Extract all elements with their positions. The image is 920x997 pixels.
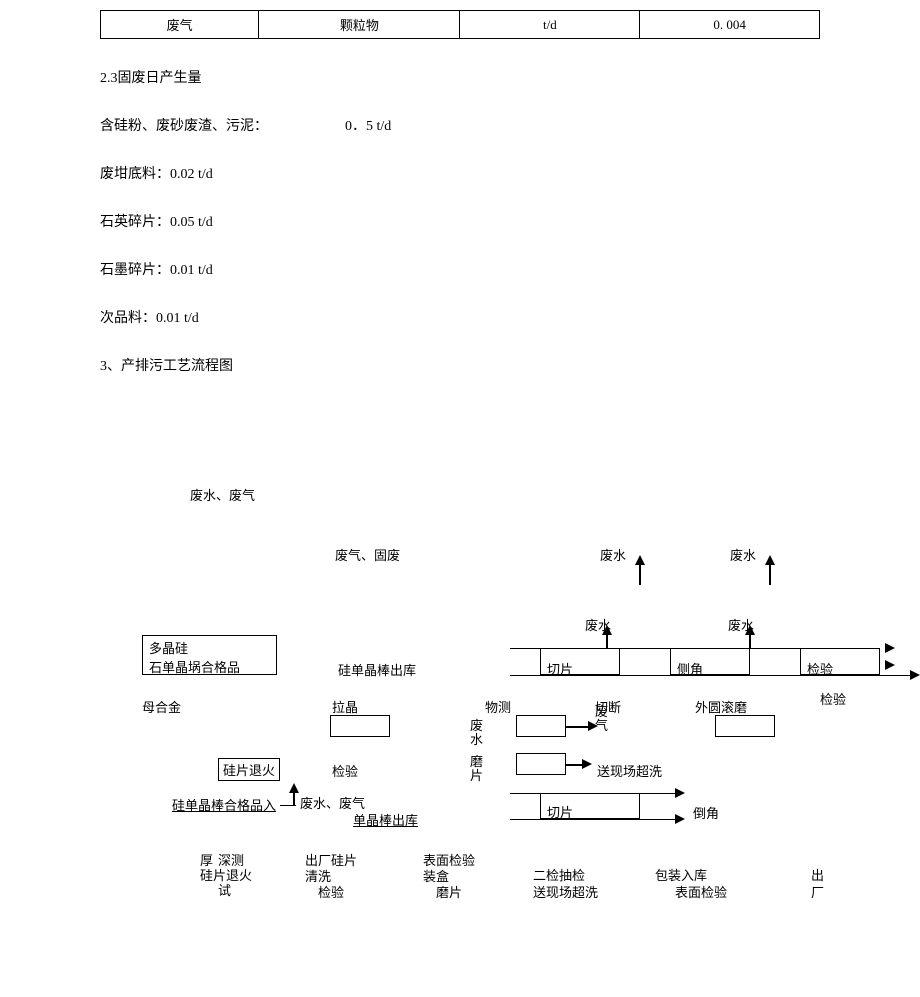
- label-grind: 外圆滚磨: [695, 697, 747, 716]
- label-factory: 厂: [811, 882, 824, 901]
- label-wastewater-b: 废水: [730, 545, 756, 564]
- label-factory-clean: 出厂硅片清洗: [305, 853, 360, 885]
- label-physical-test: 物测: [485, 697, 511, 716]
- box-line-1: 多晶硅: [149, 638, 270, 657]
- label-crystal-pull: 拉晶: [332, 697, 358, 716]
- label-wastewater-gas: 废水、废气: [190, 485, 255, 504]
- box-anneal: 硅片退火: [218, 758, 280, 781]
- arrow-right-icon: [582, 759, 592, 769]
- label-test: 试: [218, 880, 231, 899]
- process-flow-diagram: 废水、废气 废气、固废 废水 废水 废水 废水 多晶硅 石单晶埚合格品 硅单晶棒…: [100, 435, 920, 955]
- section-2-3-title: 2.3固废日产生量: [100, 67, 820, 87]
- label-rod-qualified: 硅单晶棒合格品入: [172, 795, 276, 814]
- arrow-up-icon: [765, 555, 775, 565]
- hline: [510, 819, 675, 820]
- box-slice-label: 切片: [547, 662, 573, 677]
- cell-waste-gas: 废气: [101, 11, 259, 39]
- box-slice-2: 切片: [540, 793, 640, 819]
- label-grind-wafer: 磨片: [470, 755, 485, 783]
- arrow-line: [606, 635, 608, 649]
- waste-line-1-label: 含硅粉、废砂废渣、污泥：: [100, 119, 268, 134]
- waste-line-5: 次品料：0.01 t/d: [100, 307, 820, 327]
- box-inspect-label: 检验: [807, 662, 833, 677]
- mid-box-3: [516, 753, 566, 775]
- empty-box-3: [715, 715, 775, 737]
- label-surface-inspect-box: 表面检验装盒: [423, 853, 478, 885]
- label-clean-2: 送现场超洗: [533, 882, 598, 901]
- arrow-up-icon: [289, 783, 299, 793]
- arrow-up-icon: [602, 625, 612, 635]
- cell-value: 0. 004: [640, 11, 820, 39]
- label-chamfer: 倒角: [693, 803, 719, 822]
- box-polysilicon: 多晶硅 石单晶埚合格品: [142, 635, 277, 675]
- box-inspect-1: 检验: [800, 648, 880, 675]
- box-line-2: 石单晶埚合格品: [149, 657, 270, 676]
- arrow-right-icon: [675, 788, 685, 798]
- empty-box-1: [330, 715, 390, 737]
- arrow-right-icon: [910, 670, 920, 680]
- label-surface-inspect: 表面检验: [675, 882, 727, 901]
- label-rod-outbound: 硅单晶棒出库: [338, 660, 416, 679]
- waste-line-2: 废坩底料：0.02 t/d: [100, 163, 820, 183]
- box-slice-2-label: 切片: [547, 805, 573, 820]
- box-anneal-label: 硅片退火: [223, 763, 275, 778]
- arrow-right-icon: [885, 643, 895, 653]
- label-grind-2: 磨片: [436, 882, 462, 901]
- arrow-line: [769, 565, 771, 585]
- arrow-right-icon: [675, 814, 685, 824]
- label-inspect-4: 检验: [318, 882, 344, 901]
- table-row: 废气 颗粒物 t/d 0. 004: [101, 11, 820, 39]
- label-mother-alloy: 母合金: [142, 697, 181, 716]
- arrow-line: [293, 793, 295, 805]
- arrow-up-icon: [745, 625, 755, 635]
- waste-line-3: 石英碎片：0.05 t/d: [100, 211, 820, 231]
- section-3-title: 3、产排污工艺流程图: [100, 355, 820, 375]
- cell-unit: t/d: [460, 11, 640, 39]
- label-wastewater-a: 废水: [600, 545, 626, 564]
- arrow-up-icon: [635, 555, 645, 565]
- box-slice: 切片: [540, 648, 620, 675]
- label-clean-field: 送现场超洗: [597, 761, 662, 780]
- arrow-line: [749, 635, 751, 649]
- label-inspect-3: 检验: [332, 761, 358, 780]
- waste-line-1-value: 0．5 t/d: [345, 119, 391, 134]
- label-single-rod-out: 单晶棒出库: [353, 810, 418, 829]
- label-wastewater-mid: 废水: [470, 719, 485, 747]
- label-inspect-2: 检验: [820, 689, 846, 708]
- mid-box-2: [516, 715, 566, 737]
- emissions-table: 废气 颗粒物 t/d 0. 004: [100, 10, 820, 39]
- arrow-right-icon: [885, 660, 895, 670]
- hline: [280, 805, 296, 806]
- waste-line-4: 石墨碎片：0.01 t/d: [100, 259, 820, 279]
- cell-particulate: 颗粒物: [259, 11, 460, 39]
- label-gas-solid: 废气、固废: [335, 545, 400, 564]
- box-side-angle: 侧角: [670, 648, 750, 675]
- box-side-label: 侧角: [677, 662, 703, 677]
- arrow-line: [639, 565, 641, 585]
- waste-line-1: 含硅粉、废砂废渣、污泥： 0．5 t/d: [100, 115, 820, 135]
- arrow-right-icon: [588, 721, 598, 731]
